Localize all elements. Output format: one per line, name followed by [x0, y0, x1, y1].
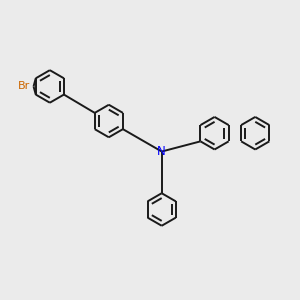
Text: Br: Br [18, 81, 31, 92]
Text: N: N [157, 145, 166, 158]
